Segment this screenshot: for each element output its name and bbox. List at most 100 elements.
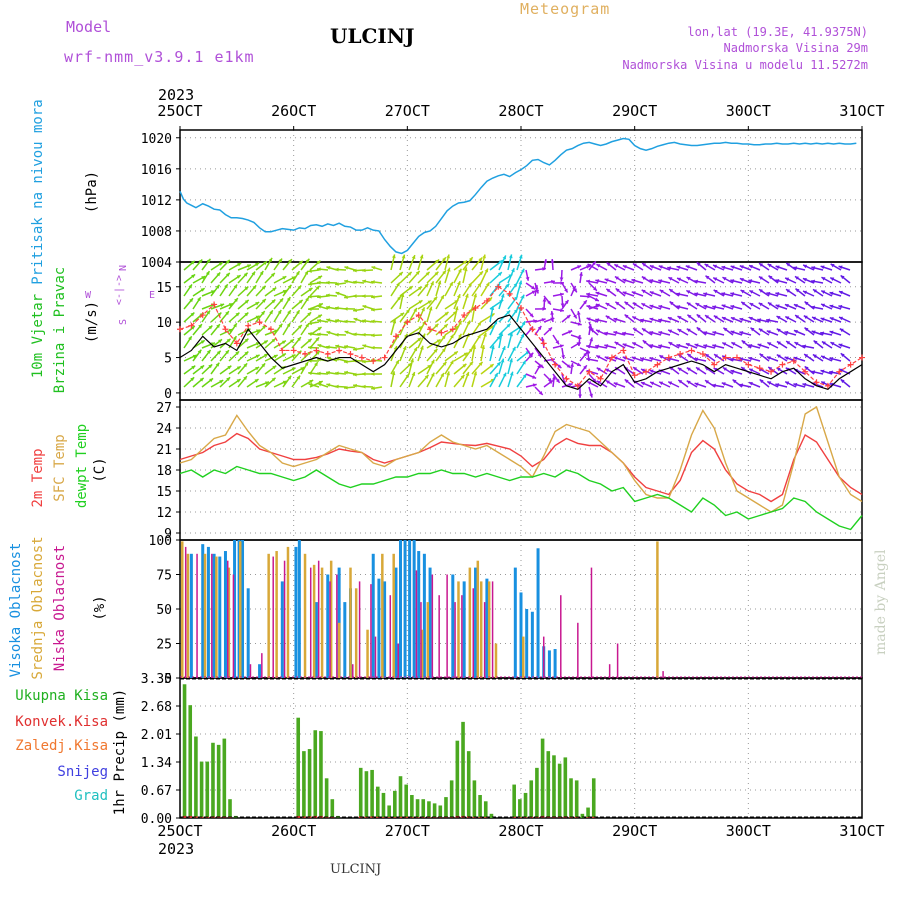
- wind-arrow-head: [703, 344, 708, 348]
- wind-arrow-head: [411, 255, 416, 260]
- wind-arrow-head: [785, 277, 790, 282]
- time-tick-label-top: 27OCT: [385, 102, 430, 120]
- wind-arrow-head: [391, 371, 396, 376]
- wind-arrow-head: [465, 372, 470, 377]
- wind-arrow-head: [362, 344, 367, 348]
- wind-arrow-head: [362, 359, 366, 364]
- wind-arrows: [183, 254, 851, 399]
- wind-arrow-head: [236, 379, 241, 383]
- wind-arrow-head: [405, 309, 410, 314]
- wind-arrow-head: [685, 265, 690, 269]
- cloud-bar-high: [547, 650, 551, 678]
- pressure-unit: (hPa): [84, 171, 100, 213]
- wind-arrow-head: [463, 267, 468, 272]
- wind-arrow-head: [261, 363, 266, 368]
- wind-arrow-head: [296, 375, 301, 380]
- precip-bar-total: [461, 721, 465, 818]
- wind-arrow-head: [449, 281, 453, 286]
- wind-arrow-head: [776, 328, 781, 333]
- wind-gust-marker: [381, 354, 388, 361]
- wind-arrow-head: [469, 361, 473, 366]
- wind-arrow-head: [829, 357, 834, 361]
- wind-arrow-head: [255, 302, 260, 306]
- compass-s: S: [118, 319, 129, 325]
- wind-arrow-head: [820, 331, 825, 336]
- precip-bar-total: [574, 780, 579, 818]
- wind-arrow-head: [208, 325, 213, 330]
- wind-arrow-head: [318, 275, 323, 280]
- wind-arrow-head: [520, 294, 525, 299]
- wind-arrow-head: [521, 321, 526, 326]
- cloud-bar-low: [232, 574, 235, 678]
- wind-arrow-head: [326, 356, 331, 361]
- wind-arrow-head: [537, 364, 541, 369]
- precip-bar-total: [552, 755, 556, 818]
- wind-arrow-head: [269, 310, 273, 315]
- wind-arrow-head: [641, 289, 646, 294]
- wind-arrow-head: [793, 266, 798, 270]
- wind-arrow-head: [494, 372, 498, 377]
- cloud-bar-mid: [312, 564, 316, 678]
- y-tick-label: 2.01: [141, 728, 172, 743]
- wind-arrow-head: [502, 372, 507, 377]
- wind-gust-marker: [472, 305, 479, 311]
- wind-arrow-head: [453, 351, 458, 356]
- wind-arrow-head: [362, 294, 366, 299]
- wind-arrow-head: [573, 288, 577, 293]
- wind-arrow-head: [592, 261, 596, 266]
- wind-arrow-head: [668, 381, 673, 386]
- y-tick-label: 0: [164, 672, 172, 687]
- cloud-bar-high: [525, 609, 529, 678]
- wind-arrow-head: [739, 265, 744, 269]
- wind-arrow-head: [296, 310, 300, 315]
- wind-arrow-head: [308, 294, 312, 299]
- wind-arrow-head: [460, 374, 465, 379]
- wind-arrow-head: [686, 277, 691, 281]
- wind-arrow-head: [243, 363, 248, 368]
- wind-arrow-head: [233, 284, 238, 289]
- wind-gust-marker: [449, 326, 456, 333]
- wind-arrow-head: [362, 384, 366, 389]
- wind-arrow-head: [713, 315, 718, 320]
- wind-arrow-head: [677, 316, 682, 320]
- wind-gust-marker: [461, 312, 468, 319]
- wind-arrow-head: [421, 307, 425, 312]
- wind-gust-marker: [699, 351, 706, 357]
- wind-gust-marker: [790, 358, 797, 365]
- wind-arrow-head: [282, 289, 287, 294]
- wind-arrow-head: [481, 345, 486, 350]
- precip-bar-total: [478, 795, 482, 818]
- wind-arrow-head: [559, 292, 564, 297]
- temp-label-tsfc: SFC Temp: [52, 434, 68, 501]
- wind-arrow-head: [839, 316, 844, 321]
- time-tick-label-bottom: 26OCT: [271, 822, 316, 840]
- wind-arrow-head: [251, 271, 256, 276]
- cloud-bar-high: [394, 567, 398, 678]
- wind-arrow-head: [436, 339, 441, 344]
- wind-arrow-head: [586, 344, 590, 349]
- wind-arrow-head: [820, 317, 825, 322]
- wind-arrow-head: [326, 318, 331, 323]
- precip-bar-total: [194, 736, 198, 818]
- cloud-bar-low: [196, 553, 198, 678]
- wind-arrow-head: [317, 304, 322, 309]
- wind-arrow-head: [308, 332, 312, 336]
- cloud-bar-high: [422, 553, 426, 678]
- wind-arrow-head: [784, 356, 789, 361]
- wind-arrow-head: [326, 383, 331, 387]
- precip-bar-total: [540, 738, 545, 818]
- wind-arrow-head: [344, 344, 348, 349]
- wind-unit: (m/s): [84, 301, 100, 343]
- wind-arrow-head: [201, 276, 206, 280]
- y-tick-label: 1020: [141, 132, 172, 147]
- wind-arrow-head: [335, 291, 340, 296]
- temp-line-t2m: [179, 432, 863, 503]
- precip-bar-total: [313, 730, 318, 818]
- wind-arrow-head: [446, 254, 450, 259]
- wind-arrow-head: [631, 278, 636, 283]
- wind-arrow-head: [583, 300, 587, 305]
- cloud-bar-low: [491, 581, 494, 678]
- cloud-bar-high: [326, 574, 330, 678]
- wind-arrow-head: [641, 303, 646, 307]
- precip-bar-conv: [415, 817, 420, 818]
